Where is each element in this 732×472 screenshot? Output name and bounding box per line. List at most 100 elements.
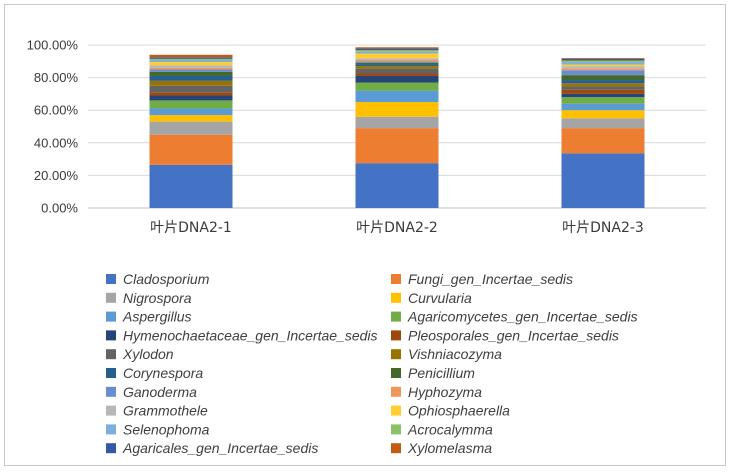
bar-segment	[561, 128, 645, 154]
legend-swatch	[106, 274, 116, 284]
y-tick-label: 60.00%	[34, 103, 79, 118]
bar-segment	[355, 75, 439, 83]
bar-segment	[149, 57, 233, 59]
x-axis: 叶片DNA2-1 叶片DNA2-2 叶片DNA2-3	[150, 220, 644, 236]
bar-segment	[149, 92, 233, 96]
bar-segment	[561, 83, 645, 87]
y-tick-label: 20.00%	[34, 168, 79, 183]
bar-segment	[355, 68, 439, 74]
legend-swatch	[391, 274, 401, 284]
y-tick-label: 40.00%	[34, 135, 79, 150]
bar-segment	[561, 110, 645, 119]
bar-segment	[149, 80, 233, 86]
legend-swatch	[391, 386, 401, 397]
bar-segment	[149, 85, 233, 93]
legend-label: Grammothele	[123, 403, 208, 419]
legend-label: Curvularia	[408, 290, 472, 306]
bar-segment	[561, 86, 645, 90]
bar-segment	[149, 75, 233, 81]
bar-segment	[149, 67, 233, 70]
y-tick-label: 0.00%	[41, 201, 78, 216]
legend-label: Agaricales_gen_Incertae_sedis	[122, 440, 318, 456]
bar-segment	[149, 100, 233, 109]
legend-swatch	[391, 311, 401, 322]
bar-segment	[355, 90, 439, 103]
legend-swatch	[106, 443, 116, 454]
bar-segment	[561, 93, 645, 98]
legend-label: Hyphozyma	[408, 384, 482, 400]
bar-segment	[149, 62, 233, 66]
legend-label: Penicillium	[408, 365, 475, 381]
bar-segment	[355, 58, 439, 60]
legend-label: Cladosporium	[123, 271, 210, 287]
bar-segment	[149, 115, 233, 122]
legend-swatch	[391, 443, 401, 454]
bar-segment	[149, 108, 233, 116]
x-category-label: 叶片DNA2-2	[356, 220, 438, 236]
bar-segment	[561, 64, 645, 67]
y-axis: 0.00% 20.00% 40.00% 60.00% 80.00% 100.00%	[27, 38, 79, 216]
bar-segment	[561, 62, 645, 65]
legend-label: Nigrospora	[123, 290, 192, 306]
bar-segment	[561, 89, 645, 94]
legend-label: Pleosporales_gen_Incertae_sedis	[408, 327, 619, 343]
legend-label: Ganoderma	[123, 384, 197, 400]
bar-segment	[149, 95, 233, 101]
bar-segment	[561, 68, 645, 71]
legend-label: Xylodon	[122, 346, 174, 362]
legend-swatch	[106, 292, 116, 303]
bar-segment	[355, 47, 439, 49]
y-tick-label: 100.00%	[27, 38, 79, 53]
legend-swatch	[391, 368, 401, 378]
bar-segment	[149, 164, 233, 208]
bar-segment	[355, 128, 439, 164]
bar-segment	[561, 80, 645, 84]
bar-segment	[355, 48, 439, 51]
bar-segment	[149, 58, 233, 61]
legend-label: Ophiosphaerella	[408, 403, 510, 419]
bar-segment	[149, 65, 233, 68]
bar-segment	[355, 116, 439, 129]
legend-label: Selenophoma	[123, 421, 210, 437]
legend-swatch	[391, 330, 401, 341]
legend-swatch	[106, 349, 116, 360]
legend-swatch	[391, 292, 401, 303]
legend-label: Acrocalymma	[407, 421, 493, 437]
bar-segment	[149, 121, 233, 135]
legend-label: Vishniacozyma	[408, 346, 502, 362]
bar-segment	[355, 163, 439, 208]
bar-segment	[355, 66, 439, 69]
y-tick-label: 80.00%	[34, 70, 79, 85]
bar-segment	[561, 97, 645, 104]
bars	[149, 47, 645, 208]
legend: Cladosporium Fungi_gen_Incertae_sedis Nigr…	[106, 271, 638, 456]
bar-segment	[561, 118, 645, 129]
bar-segment	[355, 102, 439, 117]
legend-swatch	[391, 349, 401, 360]
legend-swatch	[106, 424, 116, 435]
bar-segment	[149, 60, 233, 63]
legend-swatch	[106, 311, 116, 322]
bar-segment	[561, 58, 645, 61]
legend-swatch	[391, 424, 401, 435]
bar-segment	[355, 59, 439, 62]
bar-segment	[355, 62, 439, 65]
legend-label: Aspergillus	[122, 309, 191, 325]
bar-segment	[561, 58, 645, 59]
bar-segment	[355, 53, 439, 59]
legend-label: Corynespora	[123, 365, 203, 381]
bar-segment	[561, 60, 645, 63]
legend-label: Xylomelasma	[407, 440, 492, 456]
bar-segment	[355, 51, 439, 54]
bar-segment	[355, 73, 439, 76]
bar-segment	[561, 153, 645, 208]
bar-segment	[355, 61, 439, 63]
legend-swatch	[106, 330, 116, 341]
bar-segment	[149, 134, 233, 165]
bar-segment	[355, 64, 439, 67]
legend-swatch	[106, 386, 116, 397]
x-category-label: 叶片DNA2-1	[150, 220, 232, 236]
bar-segment	[561, 70, 645, 76]
legend-swatch	[106, 405, 116, 416]
